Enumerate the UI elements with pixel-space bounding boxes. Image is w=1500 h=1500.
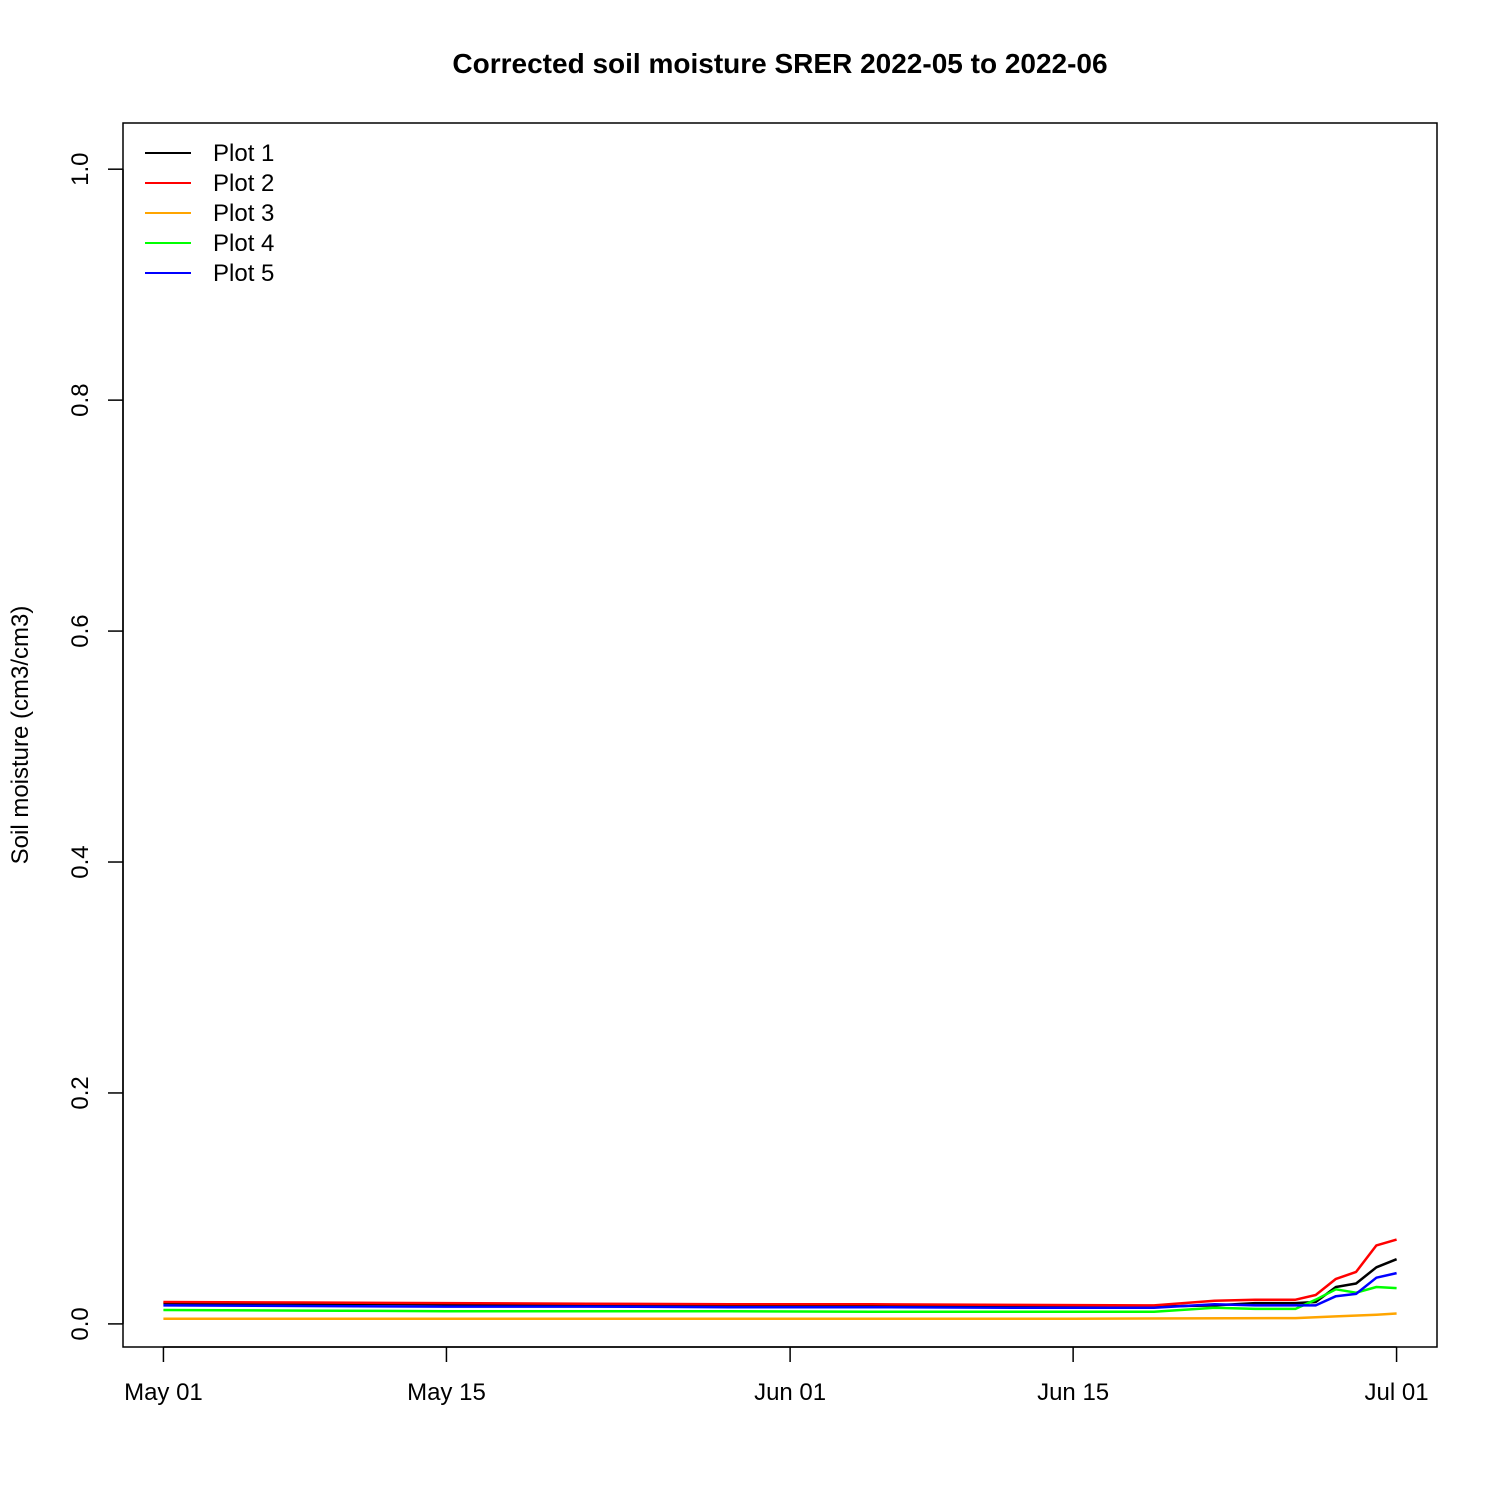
plot-frame	[122, 122, 1438, 1348]
legend-label: Plot 1	[213, 140, 274, 167]
y-tick-label: 1.0	[67, 153, 94, 186]
legend-label: Plot 5	[213, 260, 274, 287]
series-line-plot-3	[163, 1312, 1397, 1320]
legend-label: Plot 3	[213, 200, 274, 227]
series-line-plot-5	[163, 1271, 1397, 1309]
series-layer	[163, 1238, 1398, 1320]
series-line-plot-1	[163, 1258, 1398, 1308]
y-axis-label: Soil moisture (cm3/cm3)	[7, 606, 34, 865]
y-tick-label: 0.4	[67, 845, 94, 878]
series-line-plot-4	[163, 1285, 1397, 1314]
x-tick-label: Jun 15	[1037, 1379, 1109, 1406]
x-tick-label: May 15	[407, 1379, 486, 1406]
legend: Plot 1 Plot 2 Plot 3 Plot 4 Plot 5	[145, 140, 274, 287]
x-tick-label: May 01	[124, 1379, 203, 1406]
y-tick-label: 0.2	[67, 1076, 94, 1109]
x-tick-label: Jul 01	[1365, 1379, 1429, 1406]
x-tick-label: Jun 01	[754, 1379, 826, 1406]
chart-title: Corrected soil moisture SRER 2022-05 to …	[452, 48, 1107, 79]
series-line-plot-2	[163, 1238, 1397, 1307]
legend-label: Plot 2	[213, 170, 274, 197]
y-tick-label: 0.6	[67, 614, 94, 647]
legend-label: Plot 4	[213, 230, 274, 257]
y-tick-label: 0.0	[67, 1307, 94, 1340]
y-tick-label: 0.8	[67, 383, 94, 416]
y-axis: 0.0 0.2 0.4 0.6 0.8 1.0	[67, 153, 124, 1341]
x-axis: May 01 May 15 Jun 01 Jun 15 Jul 01	[124, 1346, 1429, 1406]
